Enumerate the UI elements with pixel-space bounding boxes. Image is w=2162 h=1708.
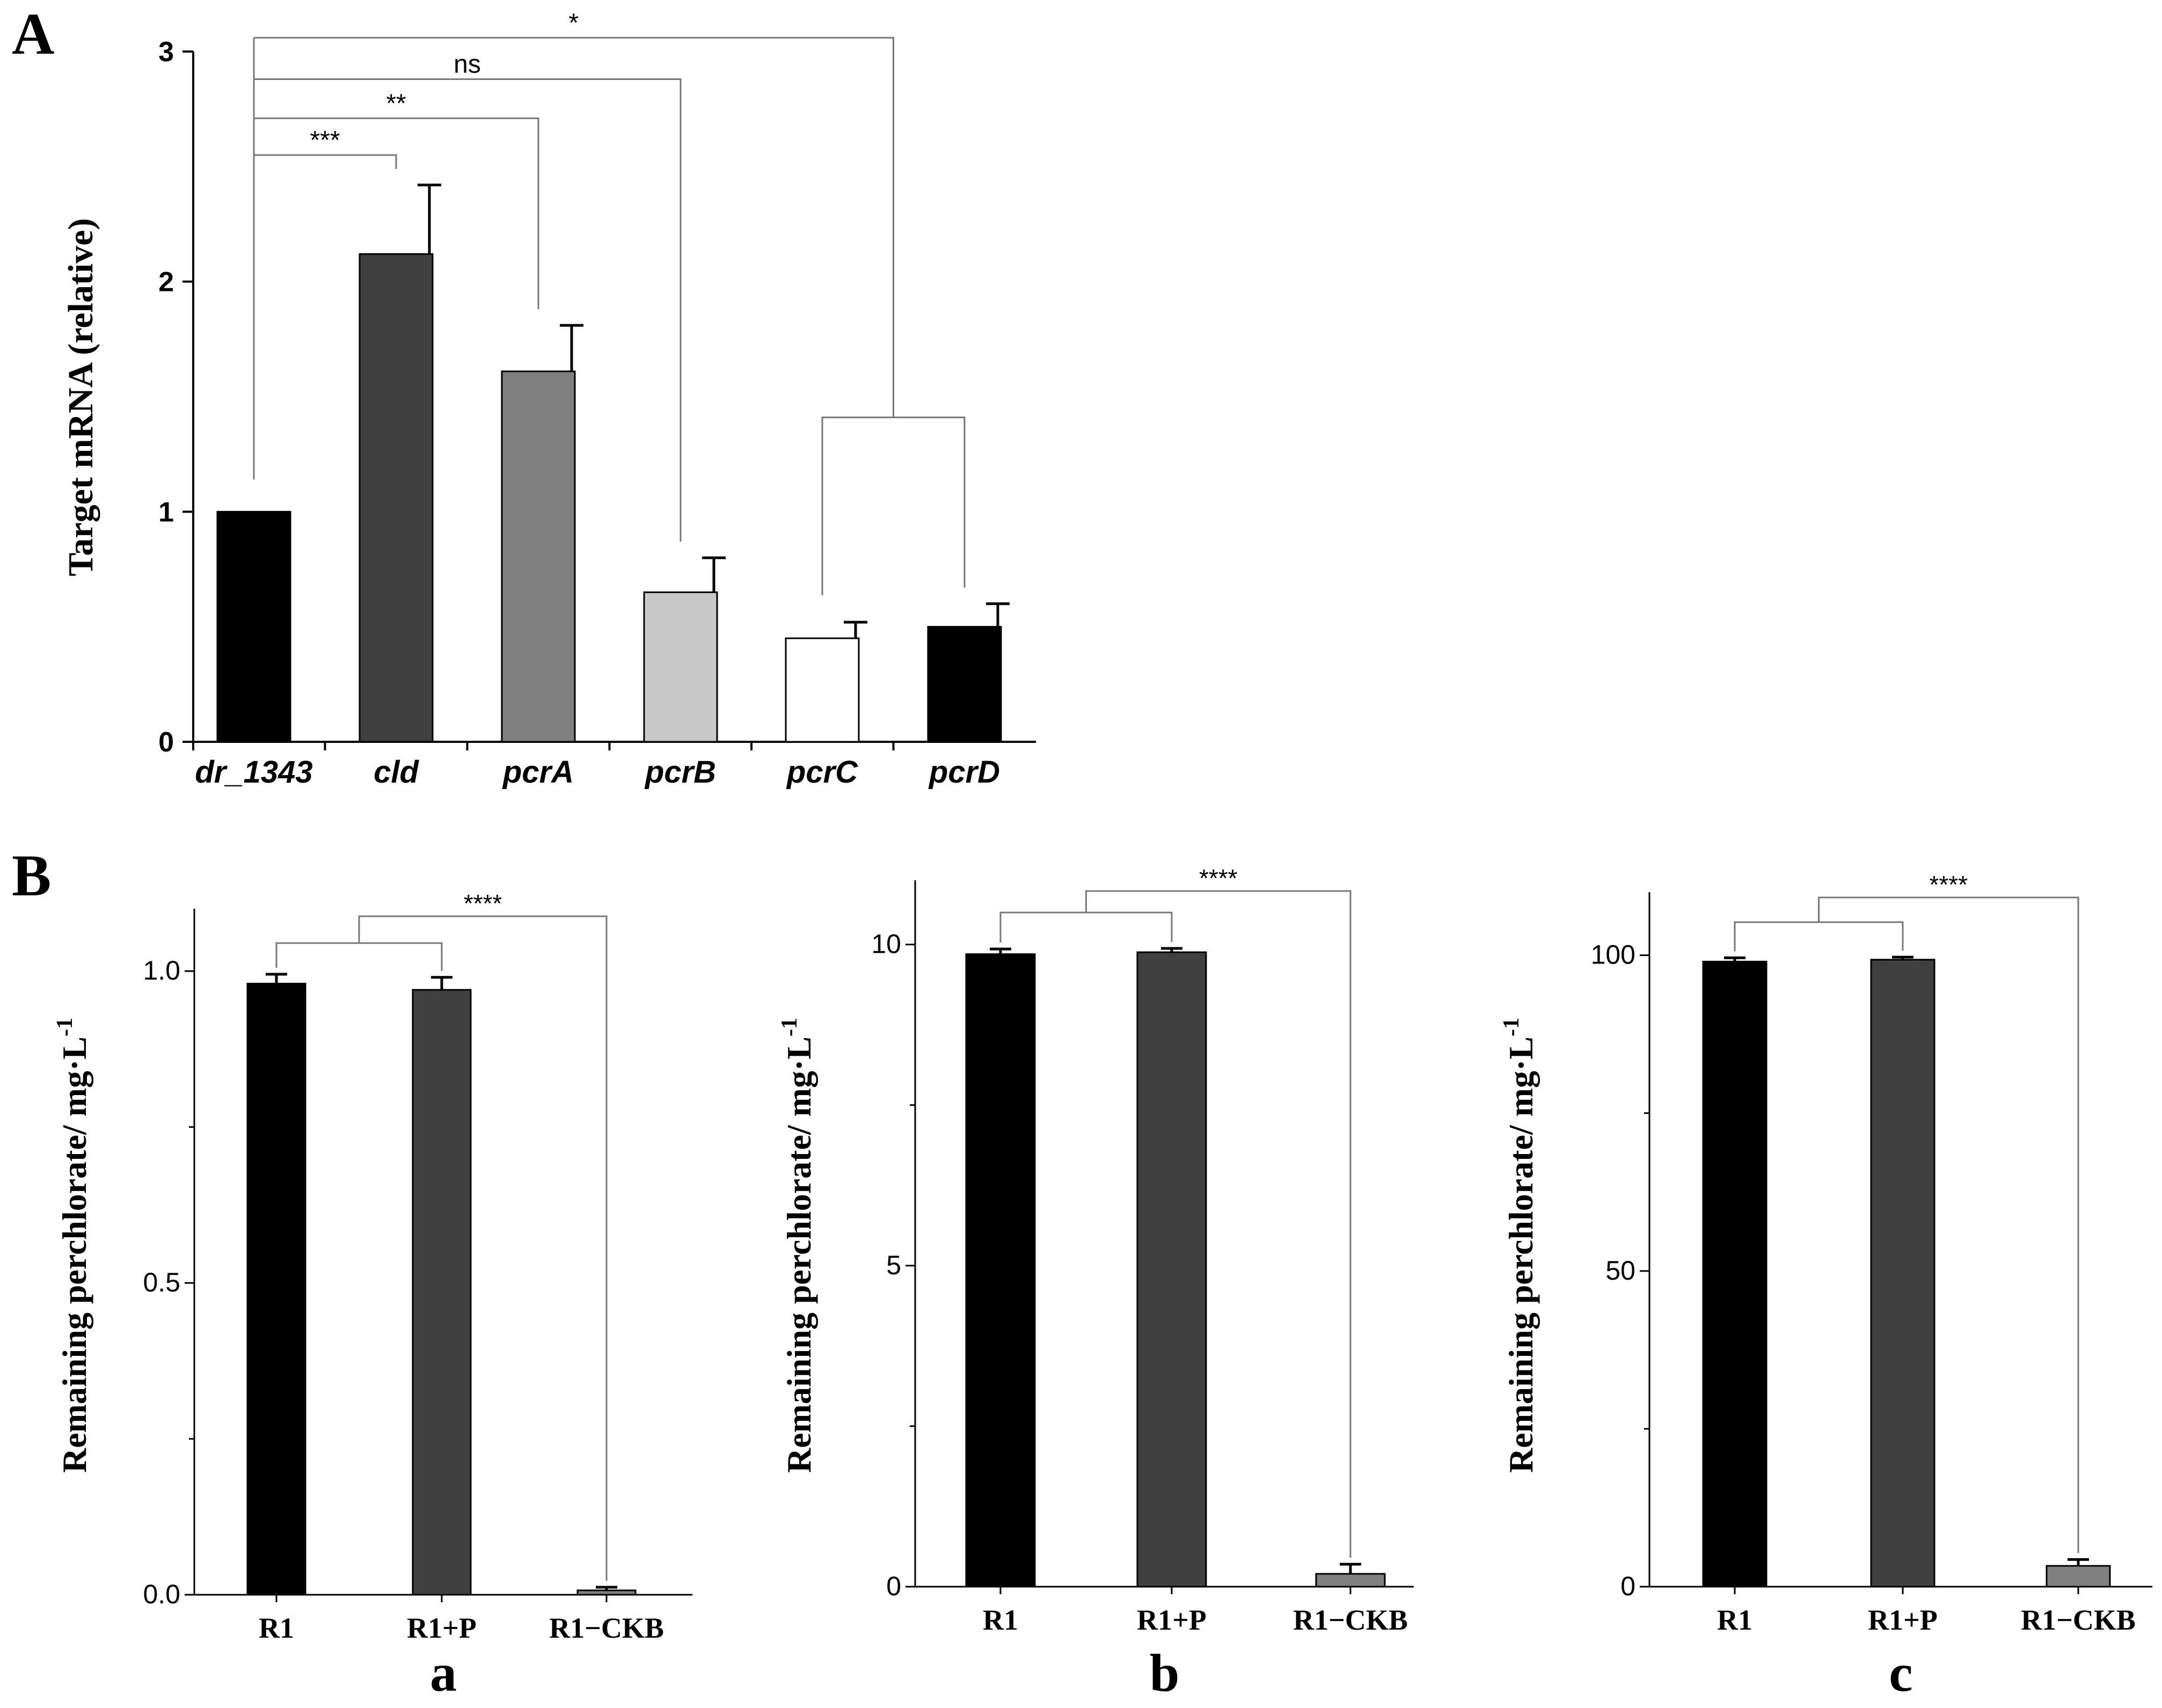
- y-tick-label: 10: [871, 929, 901, 959]
- x-tick-label: R1: [1717, 1604, 1752, 1636]
- y-axis-label-text: Remaining perchlorate/ mg·L: [780, 1037, 818, 1473]
- bar-R1: [1702, 960, 1767, 1588]
- x-tick-label: R1+P: [407, 1612, 477, 1644]
- significance-label: **: [386, 89, 406, 118]
- significance-bracket: [254, 154, 397, 169]
- chart-perchlorate-c: 0 50 100 Remaining perchlorate/ mg·L-1 R1 R1+…: [1499, 871, 2152, 1703]
- significance-label: ***: [310, 126, 340, 155]
- y-tick-label: 3: [158, 37, 174, 68]
- y-tick-label: 2: [158, 267, 174, 298]
- y-axis-label: Target mRNA (relative): [61, 218, 100, 576]
- bar-pcrA: [501, 370, 576, 743]
- y-axis-label: Remaining perchlorate/ mg·L-1: [1499, 1018, 1540, 1473]
- significance-bracket: [1818, 896, 2079, 1553]
- y-axis-label-superscript: -1: [777, 1018, 802, 1037]
- bar-pcrC: [785, 637, 860, 743]
- x-tick-label: dr_1343: [195, 755, 312, 790]
- y-tick-label: 0.0: [143, 1579, 180, 1609]
- group-bracket: [821, 417, 966, 596]
- x-tick-label: pcrB: [644, 755, 716, 790]
- significance-bracket: [1085, 890, 1352, 1558]
- group-bracket: [999, 911, 1173, 943]
- bar-R1: [246, 982, 306, 1596]
- y-tick-label: 50: [1605, 1256, 1635, 1286]
- bar-cld: [359, 253, 434, 743]
- y-tick-label: 0: [158, 727, 174, 758]
- significance-bracket: [254, 78, 682, 542]
- x-tick-label: pcrD: [928, 755, 1000, 790]
- bar-R1+P: [412, 989, 472, 1596]
- group-bracket: [275, 942, 443, 971]
- significance-bracket: [254, 37, 894, 418]
- x-tick-label: cld: [374, 755, 419, 790]
- y-axis-label-superscript: -1: [1499, 1018, 1524, 1037]
- y-tick-label: 5: [886, 1250, 901, 1280]
- y-tick-label: 100: [1591, 940, 1635, 970]
- group-bracket: [1734, 921, 1904, 952]
- significance-label: ****: [1199, 864, 1238, 892]
- panel-letter-b-upper: B: [12, 843, 51, 908]
- x-tick-label: R1+P: [1137, 1604, 1207, 1636]
- significance-label: ****: [1929, 871, 1968, 899]
- x-tick-label: pcrA: [502, 755, 574, 790]
- x-tick-label: R1−CKB: [1293, 1604, 1408, 1636]
- y-axis-label: Remaining perchlorate/ mg·L-1: [777, 1018, 818, 1473]
- x-tick-label: R1: [983, 1604, 1018, 1636]
- y-tick-label: 0: [886, 1571, 901, 1601]
- chart-target-mrna: 0 1 2 3 Target mRNA (relative) dr_1343 cld pcrA…: [61, 9, 1036, 790]
- x-tick-label: R1: [259, 1612, 294, 1644]
- significance-label: ns: [454, 50, 481, 78]
- bar-R1−CKB: [2046, 1565, 2111, 1588]
- x-tick-label: R1−CKB: [2021, 1604, 2136, 1636]
- x-tick-label: R1+P: [1868, 1604, 1938, 1636]
- bar-R1: [965, 953, 1036, 1588]
- y-axis-label: Remaining perchlorate/ mg·L-1: [53, 1018, 93, 1473]
- bar-pcrD: [927, 626, 1002, 743]
- y-tick-label: 1.0: [143, 955, 180, 986]
- bar-pcrB: [643, 591, 718, 743]
- panel-letter-a-upper: A: [12, 1, 54, 67]
- bar-R1−CKB: [1315, 1573, 1386, 1588]
- bar-R1+P: [1136, 951, 1207, 1588]
- x-tick-label: pcrC: [786, 755, 858, 790]
- significance-label: ****: [464, 889, 502, 917]
- sub-panel-letter: b: [1150, 1643, 1180, 1703]
- y-tick-label: 1: [158, 497, 174, 528]
- x-tick-label: R1−CKB: [549, 1612, 664, 1644]
- chart-perchlorate-b: 0 5 10 Remaining perchlorate/ mg·L-1 R1 R1+P R…: [777, 864, 1414, 1703]
- y-tick-label: 0: [1620, 1571, 1635, 1601]
- significance-label: *: [568, 9, 579, 37]
- bar-R1+P: [1870, 959, 1935, 1588]
- sub-panel-letter: a: [430, 1643, 457, 1703]
- bar-dr_1343: [216, 510, 291, 743]
- chart-perchlorate-a: 0.0 0.5 1.0 Remaining perchlorate/ mg·L-1 R1…: [53, 889, 692, 1703]
- significance-bracket: [254, 117, 539, 310]
- bar-R1−CKB: [576, 1589, 637, 1596]
- y-tick-label: 0.5: [143, 1267, 180, 1297]
- sub-panel-letter: c: [1889, 1643, 1912, 1703]
- significance-bracket: [358, 915, 608, 1581]
- y-axis-label-text: Remaining perchlorate/ mg·L: [55, 1037, 93, 1473]
- y-axis-label-text: Remaining perchlorate/ mg·L: [1502, 1037, 1540, 1473]
- y-axis-label-superscript: -1: [53, 1018, 77, 1037]
